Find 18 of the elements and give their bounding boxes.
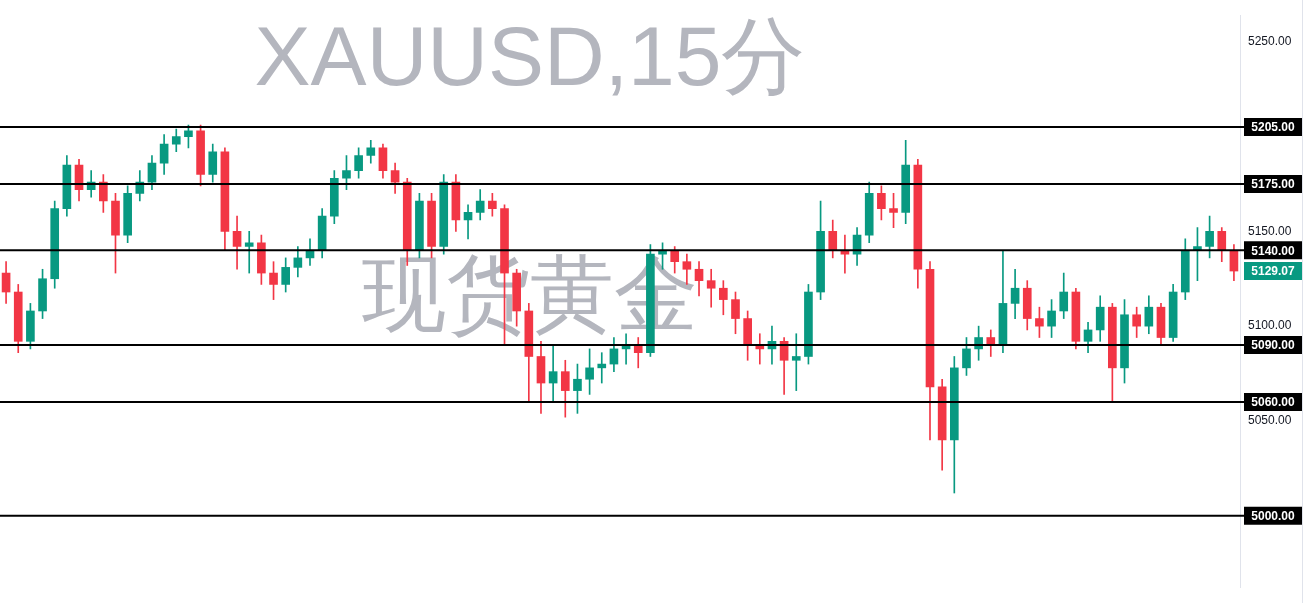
ref-line-label: 5060.00 xyxy=(1251,395,1296,410)
candlestick xyxy=(791,333,801,391)
chart-title: XAUUSD,15分 xyxy=(254,9,806,104)
ref-line-label: 5000.00 xyxy=(1251,509,1296,524)
ref-line-label: 5090.00 xyxy=(1251,338,1296,353)
ref-line-label: 5140.00 xyxy=(1251,243,1296,258)
y-tick-label: 5150.00 xyxy=(1248,223,1292,238)
candlestick xyxy=(706,268,716,308)
y-tick-label: 5250.00 xyxy=(1248,34,1292,49)
candlestick xyxy=(463,204,473,240)
y-tick-label: 5050.00 xyxy=(1248,413,1292,428)
ref-line-label: 5175.00 xyxy=(1251,177,1296,192)
text: 5129.07 xyxy=(1251,264,1296,279)
candlestick xyxy=(597,352,607,384)
y-tick-label: 5100.00 xyxy=(1248,318,1292,333)
candlestick xyxy=(244,231,254,274)
ref-line-label: 5205.00 xyxy=(1251,120,1296,135)
candlestick xyxy=(548,344,558,403)
